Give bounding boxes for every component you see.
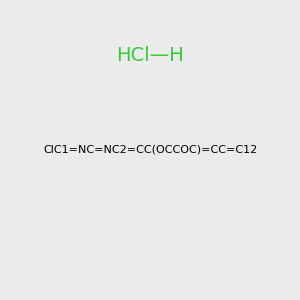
Text: ClC1=NC=NC2=CC(OCCOC)=CC=C12: ClC1=NC=NC2=CC(OCCOC)=CC=C12 (43, 145, 257, 155)
Text: HCl—H: HCl—H (116, 46, 184, 65)
